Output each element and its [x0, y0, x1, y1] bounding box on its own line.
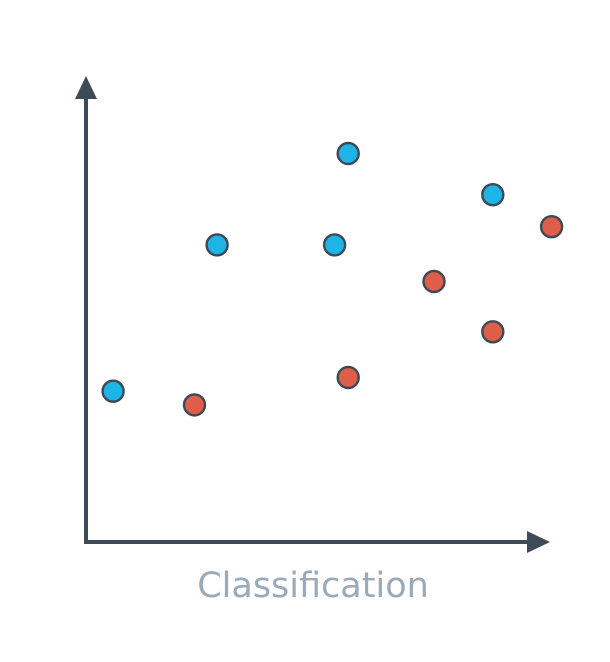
chart-caption: Classification — [197, 566, 429, 606]
data-points — [101, 141, 564, 417]
y-axis — [75, 76, 97, 542]
data-point-series-1-1 — [101, 379, 125, 403]
data-point-series-1-5 — [481, 182, 505, 207]
x-axis-arrow — [527, 531, 550, 553]
data-point-series-2-1 — [182, 393, 207, 417]
data-point-series-2-5 — [539, 214, 564, 239]
data-point-series-1-3 — [322, 233, 347, 257]
y-axis-arrow — [75, 76, 97, 99]
data-point-series-1-2 — [205, 233, 229, 257]
x-axis — [84, 531, 550, 553]
data-point-series-1-4 — [336, 141, 360, 166]
data-point-series-2-2 — [336, 365, 360, 390]
data-point-series-2-3 — [422, 269, 446, 294]
data-point-series-2-4 — [481, 320, 505, 344]
